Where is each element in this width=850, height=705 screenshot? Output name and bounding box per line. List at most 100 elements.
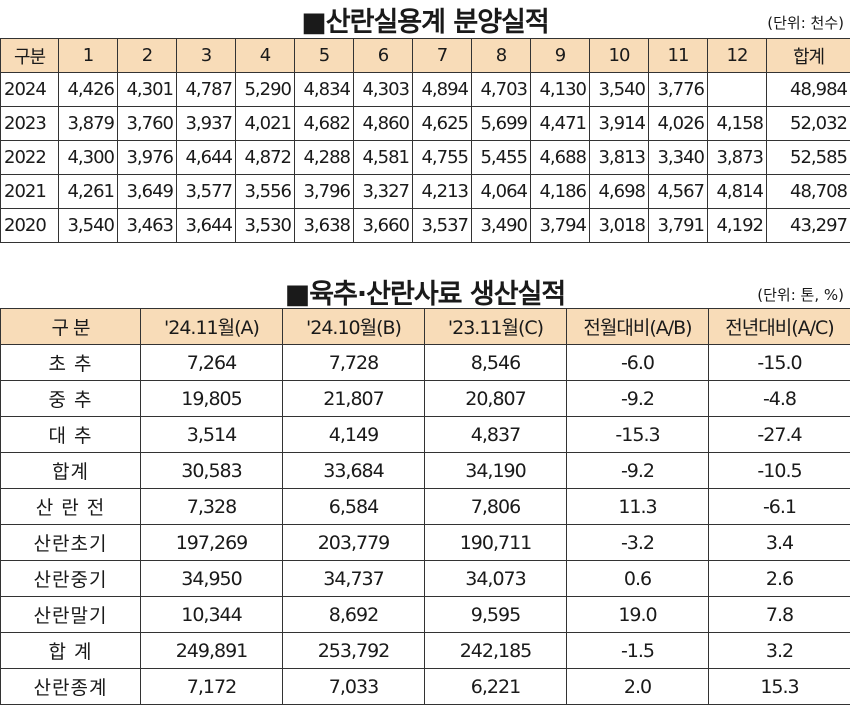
table-cell: 4,755 — [413, 141, 472, 175]
column-header: '24.11월(A) — [141, 309, 283, 345]
table-cell: 7,806 — [425, 489, 567, 525]
column-header: 12 — [708, 39, 767, 73]
column-header: 6 — [354, 39, 413, 73]
section1-header: ■산란실용계 분양실적 (단위: 천수) — [0, 0, 850, 36]
column-header: '24.10월(B) — [283, 309, 425, 345]
table-cell: 4,698 — [590, 175, 649, 209]
table-cell: 8,546 — [425, 345, 567, 381]
table2-header: 구 분'24.11월(A)'24.10월(B)'23.11월(C)전월대비(A/… — [1, 309, 850, 345]
table-cell: 3,638 — [295, 209, 354, 243]
row-label: 산란초기 — [1, 525, 141, 561]
table-cell: 3,760 — [118, 107, 177, 141]
column-header: 7 — [413, 39, 472, 73]
table-cell: 3,514 — [141, 417, 283, 453]
table-cell: 7,033 — [283, 669, 425, 705]
table-cell: 4,688 — [531, 141, 590, 175]
table-cell: 7,328 — [141, 489, 283, 525]
row-label: 2021 — [1, 175, 59, 209]
table-cell: 30,583 — [141, 453, 283, 489]
table-cell: 6,584 — [283, 489, 425, 525]
column-header: 4 — [236, 39, 295, 73]
table-cell: 3,660 — [354, 209, 413, 243]
section2-title: ■육추·산란사료 생산실적 — [0, 272, 850, 311]
table-cell: 4,300 — [59, 141, 118, 175]
table-cell: 3,556 — [236, 175, 295, 209]
table-cell: 34,950 — [141, 561, 283, 597]
row-label: 2023 — [1, 107, 59, 141]
row-label: 초 추 — [1, 345, 141, 381]
row-label: 2024 — [1, 73, 59, 107]
table-cell: -9.2 — [567, 381, 709, 417]
table-cell: -6.1 — [709, 489, 850, 525]
table-cell: 4,814 — [708, 175, 767, 209]
table-cell: -1.5 — [567, 633, 709, 669]
table-cell: 3.4 — [709, 525, 850, 561]
table-cell: 3,540 — [590, 73, 649, 107]
table-cell: -10.5 — [709, 453, 850, 489]
table-cell: 34,737 — [283, 561, 425, 597]
table-cell: 4,834 — [295, 73, 354, 107]
column-header: 구분 — [1, 39, 59, 73]
row-label: 산란말기 — [1, 597, 141, 633]
table-cell: 4,837 — [425, 417, 567, 453]
table-cell: 4,471 — [531, 107, 590, 141]
table-cell: 4,682 — [295, 107, 354, 141]
row-label: 산란종계 — [1, 669, 141, 705]
table-cell: 34,190 — [425, 453, 567, 489]
table-cell: 203,779 — [283, 525, 425, 561]
column-header: '23.11월(C) — [425, 309, 567, 345]
table-cell: -4.8 — [709, 381, 850, 417]
table-cell: 4,894 — [413, 73, 472, 107]
table-cell: -15.3 — [567, 417, 709, 453]
table-cell: 8,692 — [283, 597, 425, 633]
table-cell: 3,796 — [295, 175, 354, 209]
column-header: 2 — [118, 39, 177, 73]
table-cell: 3,577 — [177, 175, 236, 209]
column-header: 10 — [590, 39, 649, 73]
table-cell: 3,340 — [649, 141, 708, 175]
section1-unit: (단위: 천수) — [767, 12, 844, 33]
table-cell: 3,644 — [177, 209, 236, 243]
table-cell: 7,172 — [141, 669, 283, 705]
table-cell: 3,976 — [118, 141, 177, 175]
table-cell: -27.4 — [709, 417, 850, 453]
table-cell: 197,269 — [141, 525, 283, 561]
column-header: 8 — [472, 39, 531, 73]
table-cell: 4,567 — [649, 175, 708, 209]
table-cell: 4,130 — [531, 73, 590, 107]
table-cell: 43,297 — [767, 209, 850, 243]
column-header: 합계 — [767, 39, 850, 73]
section1-title: ■산란실용계 분양실적 — [0, 0, 850, 39]
table-cell: 7,728 — [283, 345, 425, 381]
table-cell: 48,708 — [767, 175, 850, 209]
table-cell: 3,813 — [590, 141, 649, 175]
table-cell: 3.2 — [709, 633, 850, 669]
table-cell: 4,703 — [472, 73, 531, 107]
column-header: 3 — [177, 39, 236, 73]
row-label: 대 추 — [1, 417, 141, 453]
table-cell: 9,595 — [425, 597, 567, 633]
table-cell: 3,791 — [649, 209, 708, 243]
table-cell: 3,649 — [118, 175, 177, 209]
table-cell: 4,186 — [531, 175, 590, 209]
row-label: 합계 — [1, 453, 141, 489]
table-cell: 19,805 — [141, 381, 283, 417]
table-cell: 20,807 — [425, 381, 567, 417]
column-header: 전월대비(A/B) — [567, 309, 709, 345]
table-cell: 2.6 — [709, 561, 850, 597]
table-cell: -15.0 — [709, 345, 850, 381]
table-cell: 3,327 — [354, 175, 413, 209]
section2-unit: (단위: 톤, %) — [757, 284, 844, 305]
table-cell: 5,290 — [236, 73, 295, 107]
table-cell: 5,455 — [472, 141, 531, 175]
table-cell: 4,158 — [708, 107, 767, 141]
